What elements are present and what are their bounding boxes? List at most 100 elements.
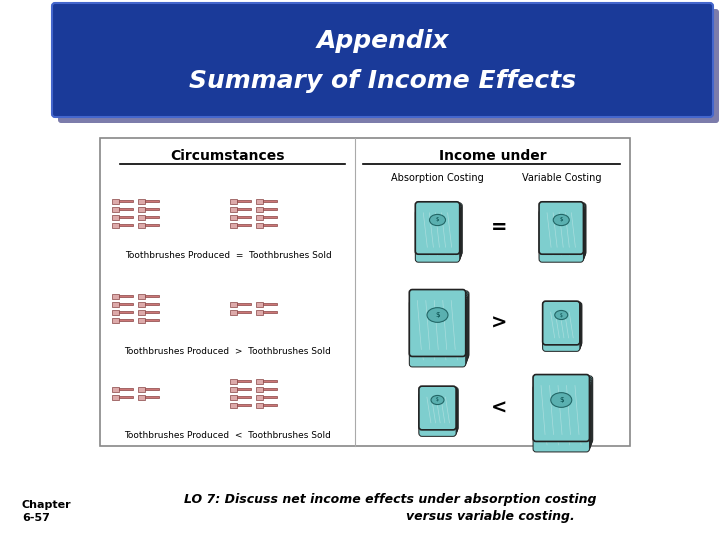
Bar	[230, 395, 237, 400]
Bar	[145, 388, 159, 390]
Bar	[263, 404, 277, 406]
Ellipse shape	[553, 214, 570, 226]
Bar	[112, 318, 119, 322]
Bar	[237, 380, 251, 382]
FancyBboxPatch shape	[420, 389, 457, 433]
Bar	[112, 214, 119, 219]
Text: >: >	[491, 314, 508, 333]
FancyBboxPatch shape	[410, 298, 467, 364]
Bar	[237, 311, 251, 313]
FancyBboxPatch shape	[417, 205, 462, 257]
Bar	[256, 379, 263, 383]
Text: LO 7: Discuss net income effects under absorption costing: LO 7: Discuss net income effects under a…	[184, 493, 596, 506]
Text: versus variable costing.: versus variable costing.	[405, 510, 575, 523]
Bar	[138, 206, 145, 212]
FancyBboxPatch shape	[416, 208, 460, 260]
Bar	[145, 224, 159, 226]
FancyBboxPatch shape	[541, 204, 585, 256]
Text: $: $	[435, 312, 440, 318]
Bar	[263, 303, 277, 305]
FancyBboxPatch shape	[536, 379, 592, 445]
FancyBboxPatch shape	[541, 205, 585, 257]
FancyBboxPatch shape	[543, 307, 580, 350]
Text: Toothbrushes Produced  <  Toothbrushes Sold: Toothbrushes Produced < Toothbrushes Sol…	[125, 431, 331, 441]
Bar	[119, 311, 133, 313]
FancyBboxPatch shape	[419, 393, 456, 436]
FancyBboxPatch shape	[411, 295, 467, 362]
FancyBboxPatch shape	[413, 291, 469, 358]
Bar	[256, 214, 263, 219]
Bar	[119, 208, 133, 210]
FancyBboxPatch shape	[543, 301, 580, 345]
FancyBboxPatch shape	[539, 209, 584, 261]
Bar	[263, 216, 277, 218]
FancyBboxPatch shape	[52, 3, 713, 117]
Text: Appendix: Appendix	[316, 29, 449, 53]
FancyBboxPatch shape	[543, 306, 580, 350]
Bar	[256, 402, 263, 408]
Bar	[230, 206, 237, 212]
FancyBboxPatch shape	[544, 305, 581, 349]
Bar	[263, 396, 277, 398]
Bar	[119, 319, 133, 321]
FancyBboxPatch shape	[536, 376, 593, 443]
Bar	[119, 396, 133, 398]
Bar	[256, 387, 263, 392]
Bar	[145, 311, 159, 313]
FancyBboxPatch shape	[540, 208, 584, 260]
Bar	[138, 301, 145, 307]
Bar	[138, 214, 145, 219]
Bar	[112, 222, 119, 227]
Bar	[112, 294, 119, 299]
Bar	[237, 396, 251, 398]
FancyBboxPatch shape	[541, 206, 585, 258]
FancyBboxPatch shape	[544, 305, 581, 348]
Bar	[256, 395, 263, 400]
Bar	[119, 303, 133, 305]
Bar	[138, 309, 145, 314]
Text: $: $	[560, 313, 562, 318]
Bar	[119, 388, 133, 390]
Bar	[230, 309, 237, 314]
Bar	[230, 222, 237, 227]
FancyBboxPatch shape	[417, 206, 461, 258]
Text: Absorption Costing: Absorption Costing	[391, 173, 484, 183]
Bar	[256, 309, 263, 314]
Bar	[145, 396, 159, 398]
FancyBboxPatch shape	[545, 302, 582, 346]
Text: $: $	[436, 397, 439, 402]
Bar	[138, 199, 145, 204]
FancyBboxPatch shape	[534, 381, 591, 448]
Bar	[145, 200, 159, 202]
Bar	[145, 319, 159, 321]
Bar	[230, 379, 237, 383]
FancyBboxPatch shape	[544, 303, 581, 347]
FancyBboxPatch shape	[412, 292, 469, 359]
FancyBboxPatch shape	[410, 296, 467, 363]
Text: $: $	[436, 218, 439, 222]
Bar	[145, 216, 159, 218]
FancyBboxPatch shape	[420, 388, 458, 431]
Bar	[230, 214, 237, 219]
Bar	[263, 388, 277, 390]
Bar	[263, 200, 277, 202]
Bar	[237, 216, 251, 218]
FancyBboxPatch shape	[419, 392, 456, 436]
Text: Chapter
6-57: Chapter 6-57	[22, 500, 71, 523]
Bar	[237, 303, 251, 305]
FancyBboxPatch shape	[420, 390, 457, 434]
Bar	[230, 301, 237, 307]
Bar	[145, 303, 159, 305]
Text: Toothbrushes Produced  =  Toothbrushes Sold: Toothbrushes Produced = Toothbrushes Sol…	[125, 252, 331, 260]
Bar	[230, 387, 237, 392]
Ellipse shape	[427, 308, 448, 322]
Bar	[112, 387, 119, 392]
FancyBboxPatch shape	[415, 210, 459, 262]
Bar	[256, 301, 263, 307]
Bar	[237, 404, 251, 406]
Ellipse shape	[430, 214, 446, 226]
Bar	[145, 295, 159, 297]
Bar	[230, 402, 237, 408]
FancyBboxPatch shape	[419, 386, 456, 430]
Bar	[119, 200, 133, 202]
